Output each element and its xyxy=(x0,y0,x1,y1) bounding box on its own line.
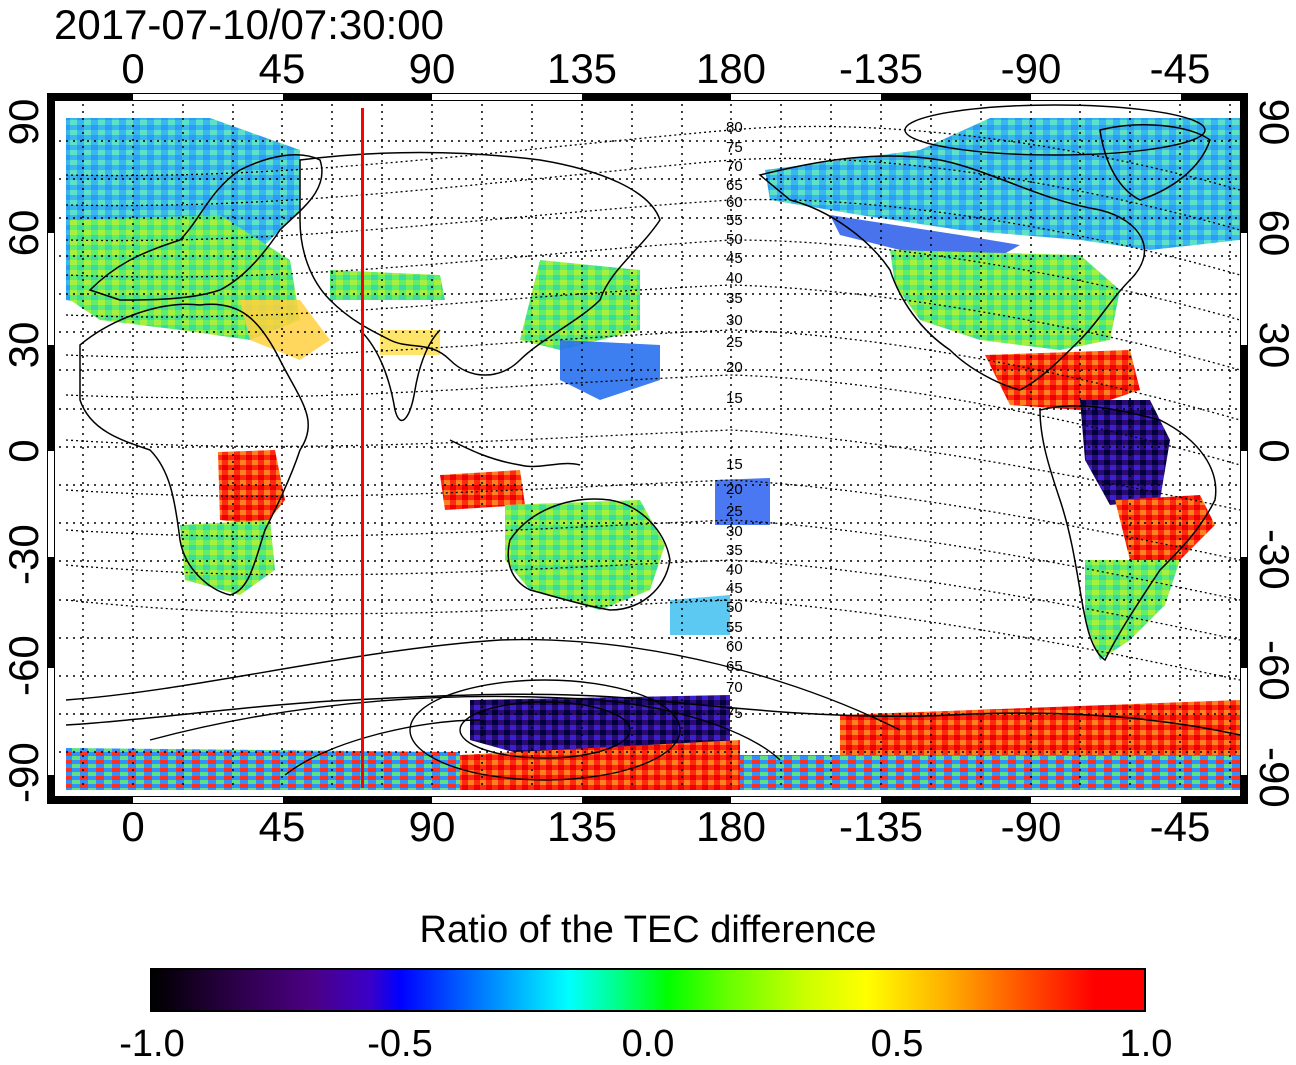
contour-labels-south: 15 20 25 30 35 40 45 50 55 60 65 70 75 xyxy=(726,456,743,722)
coast-australia xyxy=(507,498,671,611)
coast-asia xyxy=(299,151,661,376)
tec-region-india xyxy=(380,330,440,355)
coast-africa xyxy=(79,303,309,596)
map-title: 2017-07-10/07:30:00 xyxy=(54,1,444,48)
contour-label: 55 xyxy=(726,619,743,636)
tec-region-samerica-south xyxy=(1085,560,1180,660)
contour-label: 35 xyxy=(726,290,743,307)
contour-label: 20 xyxy=(726,481,743,498)
x-tick-bottom: -45 xyxy=(1149,803,1211,850)
contour-label: 20 xyxy=(726,359,743,376)
contour-label: 70 xyxy=(726,679,743,696)
contour-label: 80 xyxy=(726,119,743,136)
x-tick-bottom: -135 xyxy=(838,803,924,850)
x-tick-bottom: 135 xyxy=(546,803,618,850)
x-tick-bottom: 180 xyxy=(695,803,767,850)
tec-region-pacific-cyan xyxy=(670,595,730,635)
coast-north-america xyxy=(758,155,1146,391)
contour-label: 25 xyxy=(726,503,743,520)
polar-contours xyxy=(65,104,1206,781)
tec-region-africa-south xyxy=(180,520,275,595)
contour-label: 30 xyxy=(726,523,743,540)
tec-region-antarctic-strip-east xyxy=(740,755,1240,790)
tec-region-asia xyxy=(330,270,445,300)
contour-label: 45 xyxy=(726,580,743,597)
coast-antarctica xyxy=(65,693,1241,736)
tec-region-arctic-canada xyxy=(765,118,1240,250)
coast-south-america xyxy=(1039,405,1217,662)
contour-label: 60 xyxy=(726,638,743,655)
colorbar xyxy=(150,968,1146,1012)
contour-labels-north: 80 75 70 65 60 55 50 45 40 35 30 25 20 1… xyxy=(726,119,743,407)
colorbar-tick: 0.0 xyxy=(621,1023,675,1065)
x-tick-bottom: 45 xyxy=(258,803,306,850)
graticule xyxy=(52,104,1244,790)
tec-data-layer xyxy=(66,118,1240,790)
contour-label: 75 xyxy=(726,139,743,156)
contour-label: 25 xyxy=(726,334,743,351)
tec-region-brazil-dark xyxy=(1080,400,1170,505)
contour-label: 40 xyxy=(726,270,743,287)
contour-label: 60 xyxy=(726,194,743,211)
colorbar-tick: -0.5 xyxy=(367,1023,433,1065)
contour-label: 30 xyxy=(726,312,743,329)
contour-label: 45 xyxy=(726,250,743,267)
tec-region-mideast xyxy=(240,300,330,360)
x-tick-top: 135 xyxy=(546,45,618,92)
x-tick-top: 45 xyxy=(258,45,306,92)
x-tick-top: -90 xyxy=(1000,45,1062,92)
x-tick-top: -135 xyxy=(838,45,924,92)
contour-label: 75 xyxy=(726,705,743,722)
coast-india xyxy=(359,329,441,422)
tec-region-mexico xyxy=(985,350,1140,410)
x-tick-top: -45 xyxy=(1149,45,1211,92)
colorbar-title: Ratio of the TEC difference xyxy=(419,909,877,951)
tec-region-pacific-blue xyxy=(560,340,660,400)
x-tick-bottom: 90 xyxy=(408,803,456,850)
colorbar-tick: 1.0 xyxy=(1119,1023,1173,1065)
map-frame xyxy=(47,93,1248,804)
contour-label: 35 xyxy=(726,542,743,559)
coast-europe xyxy=(88,154,323,301)
colorbar-tick: 0.5 xyxy=(870,1023,924,1065)
contour-label: 70 xyxy=(726,158,743,175)
coast-indonesia xyxy=(449,439,581,468)
x-tick-bottom: -90 xyxy=(1000,803,1062,850)
tec-region-samerica-red xyxy=(1115,495,1215,560)
coast-greenland xyxy=(1099,124,1211,201)
contour-label: 50 xyxy=(726,599,743,616)
x-tick-bottom: 0 xyxy=(121,803,145,850)
tec-region-antarctic-strip xyxy=(66,748,460,790)
tec-region-japan xyxy=(520,260,640,350)
contour-label: 55 xyxy=(726,212,743,229)
contour-label: 65 xyxy=(726,177,743,194)
x-tick-top: 0 xyxy=(121,45,145,92)
contour-label: 15 xyxy=(726,456,743,473)
x-tick-top: 90 xyxy=(408,45,456,92)
tec-region-canada-blue xyxy=(830,215,1020,262)
contour-label: 40 xyxy=(726,561,743,578)
colorbar-tick: -1.0 xyxy=(119,1023,185,1065)
tec-region-australia xyxy=(505,500,665,610)
x-tick-top: 180 xyxy=(695,45,767,92)
tec-region-usa xyxy=(890,250,1120,350)
contour-label: 15 xyxy=(726,390,743,407)
tec-region-pacific-south xyxy=(715,478,770,525)
contour-label: 50 xyxy=(726,231,743,248)
contour-label: 65 xyxy=(726,658,743,675)
coastlines xyxy=(65,124,1241,736)
tec-region-africa-red xyxy=(218,450,285,525)
